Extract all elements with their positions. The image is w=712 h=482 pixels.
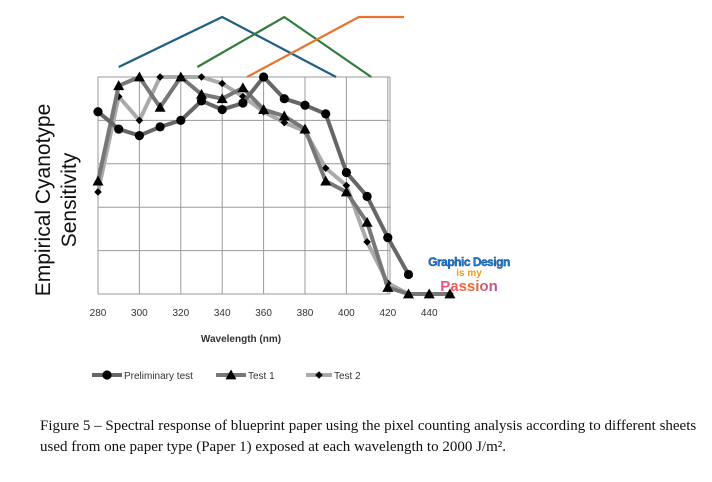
data-point [196,96,207,106]
series-line [96,75,411,276]
data-point [155,122,165,132]
data-point [340,186,352,197]
data-point [403,288,414,299]
figure-caption: Figure 5 – Spectral response of blueprin… [40,418,697,455]
data-point [134,130,144,141]
x-tick-label: 440 [421,308,438,319]
chart-series [92,71,456,299]
data-point [175,71,187,82]
data-point [278,110,290,121]
x-tick-label: 300 [131,308,148,319]
logo-line-3: Passion [424,279,514,295]
series-line [96,75,450,296]
data-point [361,216,373,227]
y-axis-label-line-1: Empirical Cyanotype [32,104,55,297]
data-point [218,79,226,88]
data-point [114,124,124,134]
x-axis-label: Wavelength (nm) [201,334,281,345]
x-tick-label: 340 [214,308,231,319]
data-point [341,167,351,178]
annotation-peak-line [118,15,337,78]
trapezoid-annotations [118,15,404,78]
data-point [238,98,248,108]
annotation-peak-line [196,15,372,78]
data-point [133,71,145,82]
data-point [156,73,164,81]
data-point [383,232,393,243]
data-point [92,175,104,186]
data-point [299,123,311,134]
legend-marker [315,371,323,379]
data-point [444,288,456,299]
legend-item: Preliminary test [92,370,193,382]
data-point [217,104,227,115]
data-point [320,175,332,186]
chart-legend: Preliminary test Test 1 Test 2 [92,369,361,382]
series-preliminary-test [93,72,414,280]
data-point [363,238,371,246]
legend-label: Preliminary test [124,371,193,382]
data-point [216,93,228,104]
data-point [237,82,249,93]
data-point [423,288,435,299]
data-point [196,88,207,99]
x-tick-label: 420 [379,308,396,319]
data-point [176,115,186,125]
x-tick-label: 320 [172,308,189,319]
series-line [96,75,450,296]
data-point [279,94,289,104]
annotation-peak-line [246,15,404,78]
x-tick-label: 400 [338,308,355,319]
series-test-1 [92,71,456,299]
x-tick-labels: 280 300 320 340 360 380 400 420 440 [90,308,438,319]
legend-marker [225,369,237,380]
data-point [135,116,144,125]
data-point [258,104,270,114]
data-point [403,269,414,280]
x-tick-label: 380 [297,308,314,319]
x-tick-label: 280 [90,308,107,319]
data-point [321,109,331,119]
data-point [239,92,247,101]
data-point [94,188,102,196]
data-point [197,73,206,81]
data-point [321,164,330,172]
data-point [362,191,372,201]
data-point [342,181,351,190]
data-point [259,72,269,82]
logo-line-1: Graphic Design [428,255,511,269]
logo-line-2: is my [456,268,482,279]
data-point [280,118,289,127]
legend-marker [102,370,112,380]
legend-label: Test 1 [248,371,275,382]
data-point [154,101,166,112]
legend-label: Test 2 [334,371,361,382]
y-axis-label-line-2: Sensitivity [58,152,81,247]
data-point [93,107,103,117]
data-point [382,281,394,292]
data-point [113,80,125,91]
x-tick-label: 360 [255,308,272,319]
legend-item: Test 1 [216,369,275,382]
legend-item: Test 2 [306,371,361,382]
watermark-logo: Graphic Design is my Passion [424,255,514,305]
data-point [300,100,310,110]
y-axis-label: Empirical Cyanotype Sensitivity [32,104,81,297]
series-test-2 [94,73,454,298]
